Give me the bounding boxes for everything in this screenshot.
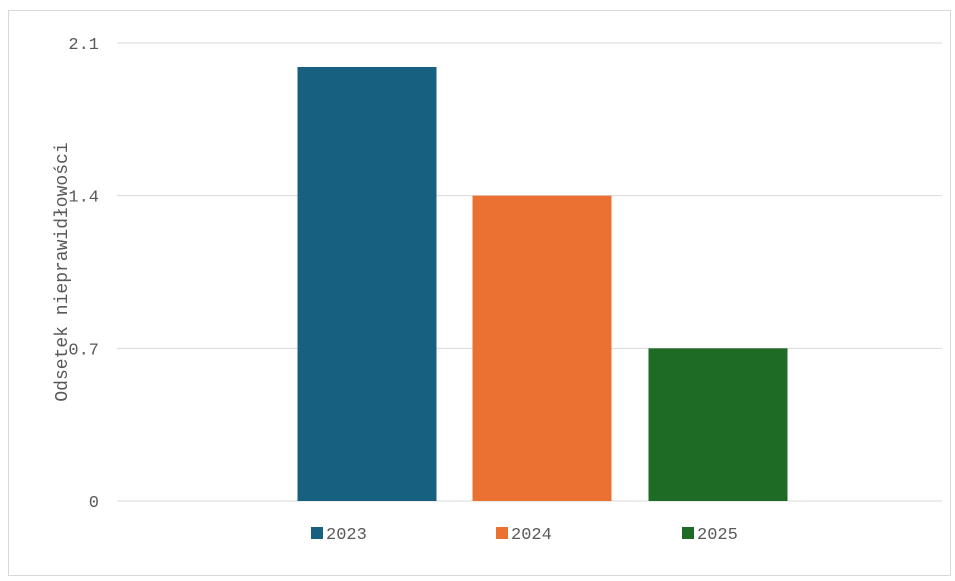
bar-2024 (472, 195, 612, 501)
legend-swatch (311, 527, 323, 539)
legend-swatch (682, 527, 694, 539)
y-tick-label: 2.1 (68, 36, 99, 55)
y-tick-label: 1.4 (68, 189, 99, 208)
legend-label: 2024 (511, 526, 552, 545)
legend-swatch (496, 527, 508, 539)
legend-label: 2025 (697, 526, 738, 545)
y-axis-ticks: 0 0.7 1.4 2.1 (68, 36, 99, 513)
y-tick-label: 0 (89, 494, 99, 513)
bars (297, 66, 788, 501)
y-axis-title: Odsetek nieprawidłowości (53, 142, 73, 401)
bar-2023 (297, 66, 437, 501)
legend: 2023 2024 2025 (311, 526, 738, 545)
legend-label: 2023 (326, 526, 367, 545)
bar-2025 (648, 348, 788, 501)
y-tick-label: 0.7 (68, 341, 99, 360)
